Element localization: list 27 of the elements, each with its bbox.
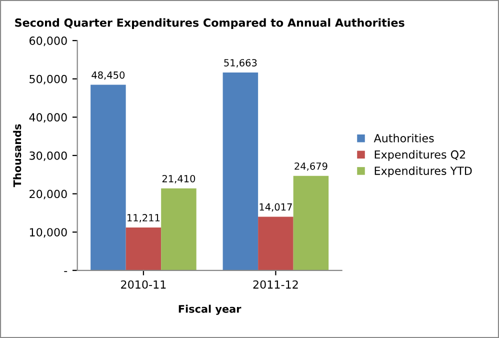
data-label: 51,663 (224, 59, 257, 68)
bar (293, 176, 329, 270)
y-tick-label: 50,000 (30, 74, 67, 84)
y-axis-title: Thousands (13, 124, 22, 188)
y-tick-label: 40,000 (29, 113, 67, 123)
legend-label: Expenditures YTD (374, 166, 472, 178)
x-axis-title: Fiscal year (178, 304, 242, 315)
data-label: 11,211 (128, 214, 160, 222)
y-tick-label: 60,000 (30, 36, 67, 46)
y-tick-label: 20,000 (30, 190, 67, 200)
bar (222, 72, 258, 270)
y-tick-label: 30,000 (30, 151, 67, 161)
data-label: 21,410 (162, 174, 196, 184)
bar (258, 216, 294, 270)
data-label: 48,450 (92, 71, 125, 80)
bar (90, 84, 126, 270)
y-tick-label: 10,000 (30, 228, 67, 238)
y-tick-label: - (64, 271, 68, 272)
bar (126, 227, 162, 270)
legend-label: Expenditures Q2 (374, 150, 466, 161)
legend-label: Authorities (374, 134, 434, 142)
x-tick-label: 2011-12 (253, 280, 298, 289)
data-label: 14,017 (260, 203, 292, 212)
bar (161, 188, 196, 270)
x-tick-label: 2010-11 (121, 280, 166, 289)
chart-title: Second Quarter Expenditures Compared to Annual Authorities (15, 18, 404, 29)
data-label: 24,679 (294, 162, 328, 171)
